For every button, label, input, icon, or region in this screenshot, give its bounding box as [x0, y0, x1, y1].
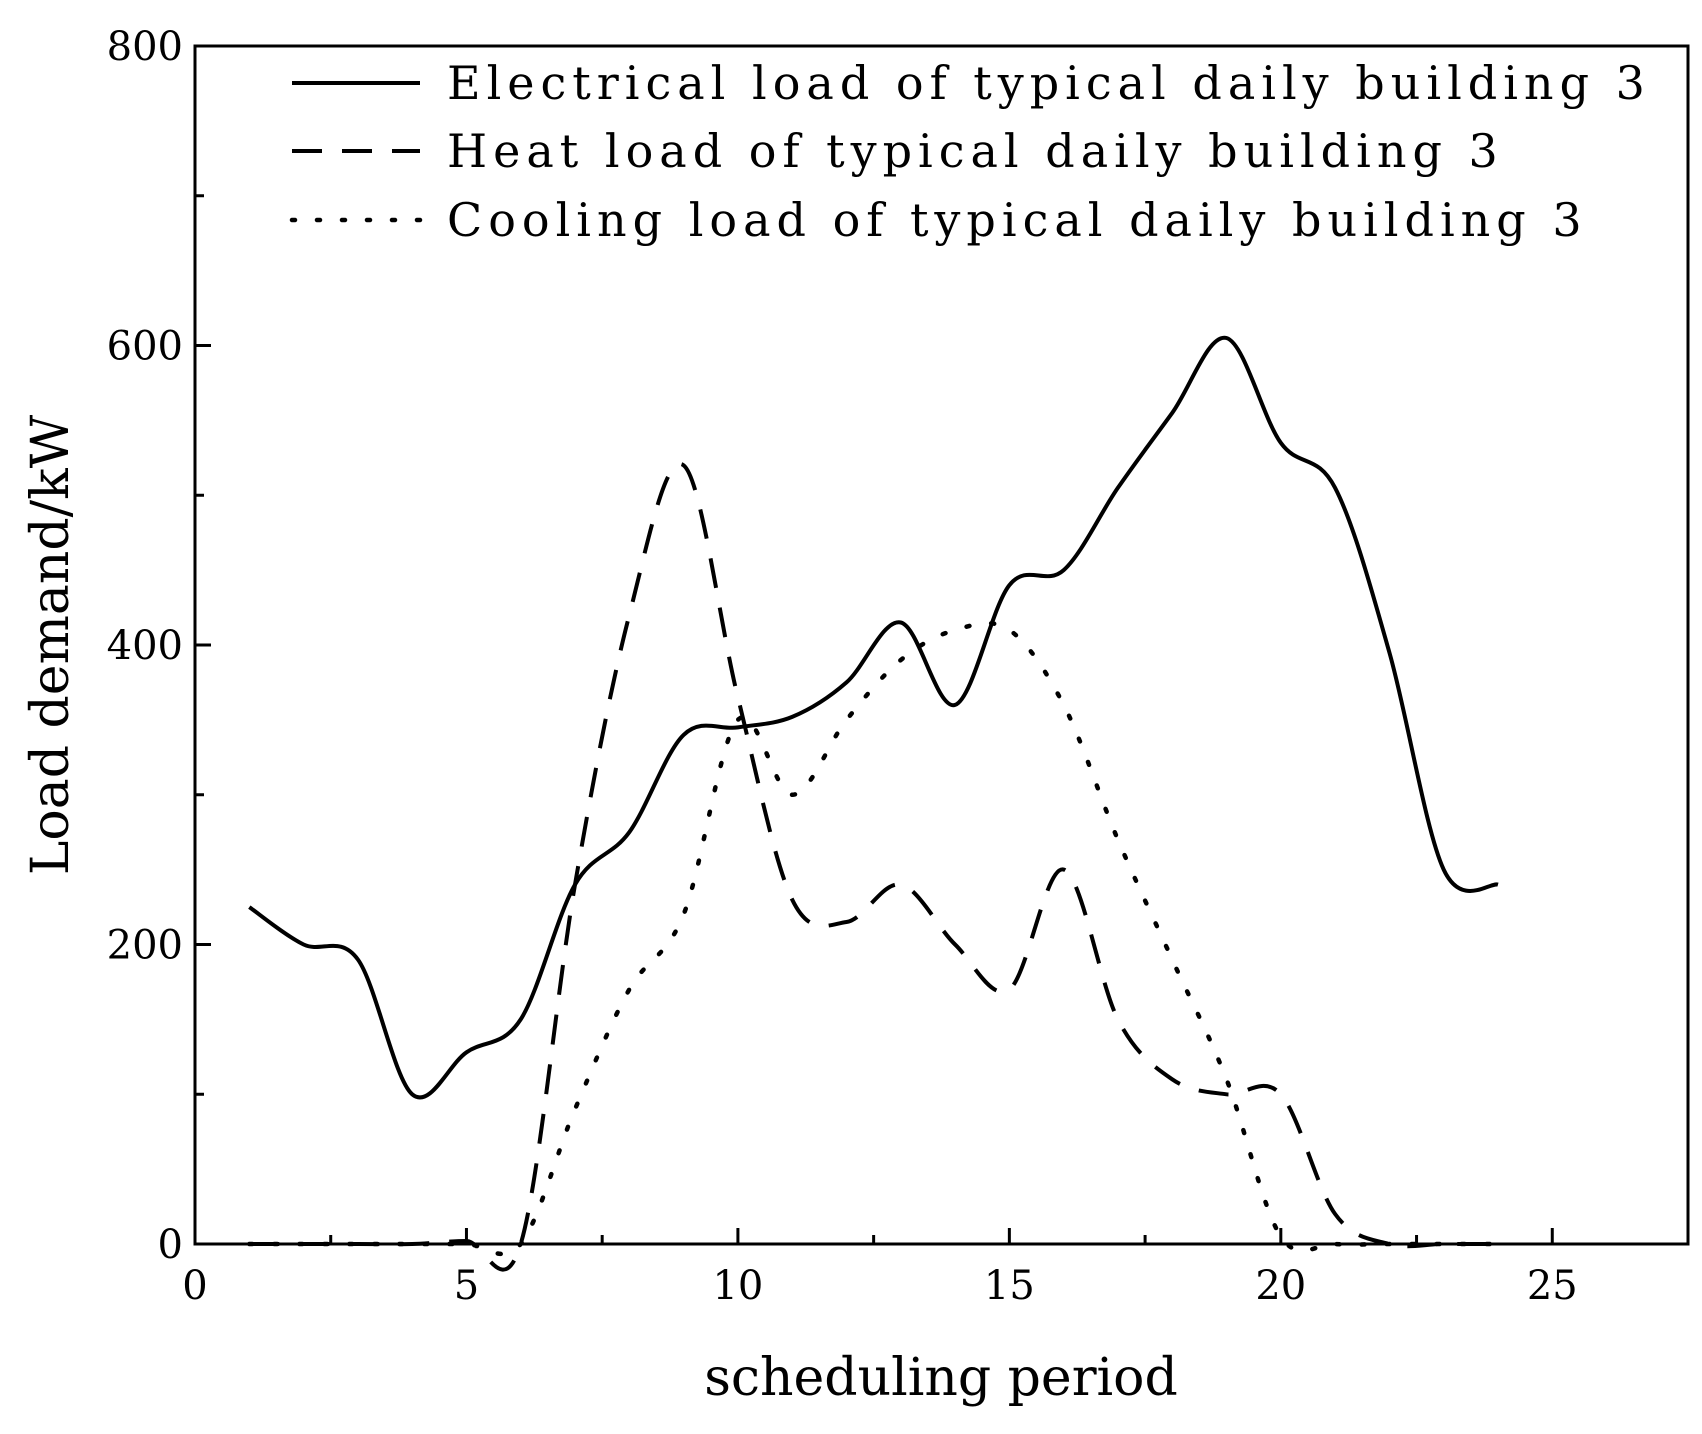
series-layer [247, 335, 1501, 1272]
x-tick-label: 25 [1527, 1263, 1578, 1309]
y-tick-label: 200 [107, 923, 183, 969]
y-axis-title: Load demand/kW [21, 414, 81, 875]
legend-label-3: Cooling load of typical daily building 3 [447, 193, 1588, 247]
y-tick-label: 0 [158, 1222, 183, 1268]
x-tick-label: 20 [1255, 1263, 1306, 1309]
series-line-3 [247, 620, 1501, 1257]
x-axis-ticks: 0 5 10 15 20 25 [182, 1228, 1578, 1309]
legend-label-2: Heat load of typical daily building 3 [447, 124, 1504, 178]
x-tick-label: 5 [454, 1263, 479, 1309]
x-axis-title: scheduling period [704, 1348, 1178, 1408]
series-line-2 [249, 461, 1498, 1272]
x-tick-label: 10 [712, 1263, 763, 1309]
y-tick-label: 800 [107, 24, 183, 70]
x-tick-label: 0 [182, 1263, 207, 1309]
legend-label-1: Electrical load of typical daily buildin… [447, 56, 1651, 110]
legend: Electrical load of typical daily buildin… [289, 56, 1651, 247]
y-axis-ticks: 0 200 400 600 800 [107, 24, 211, 1268]
x-tick-label: 15 [984, 1263, 1035, 1309]
series-line-1 [248, 335, 1499, 1100]
y-tick-label: 600 [107, 324, 183, 370]
y-tick-label: 400 [107, 623, 183, 669]
